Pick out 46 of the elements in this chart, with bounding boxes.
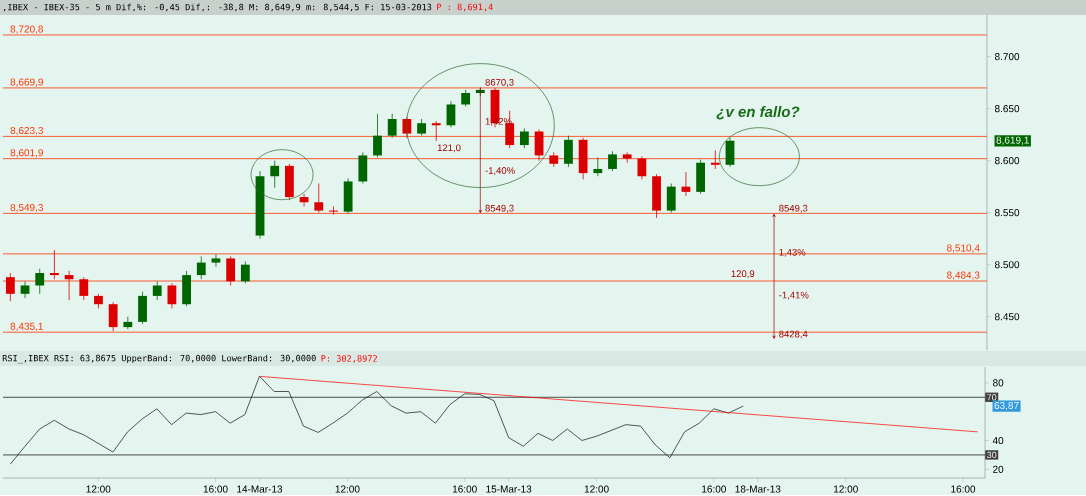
annotation: 121,0 [437,144,461,153]
ref-line-label: 8,601,9 [10,149,43,158]
annotation: 8428,4 [779,330,808,339]
ref-line-label: 30 [987,451,997,459]
chart-title: RSI_,IBEX RSI: 63,8675 UpperBand: 70,0000 LowerBand: 30,0000 [2,354,316,364]
ref-line-label: 8,623,3 [10,126,44,136]
y-tick-label: 8.600 [994,157,1020,165]
ref-line-label: 8,510,4 [947,244,980,253]
x-tick-label: 12:00 [584,485,609,493]
ref-line-label: 70 [987,394,997,401]
y-tick-label: 20 [993,465,1004,473]
y-tick-label: 8.450 [994,313,1020,321]
x-tick-label: 12:00 [335,485,360,493]
x-tick-label: 14-Mar-13 [237,485,283,493]
x-tick-label: 15-Mar-13 [486,485,532,493]
x-tick-label: 16:00 [951,485,976,493]
ref-line-label: 8,484,3 [947,271,980,280]
text: P : 8,691,4 [437,3,493,12]
text: 8,619,1 [996,136,1029,145]
x-tick-label: 16:00 [452,485,477,493]
text: 63,87 [994,402,1019,411]
y-tick-label: 8.700 [994,53,1020,61]
y-tick-label: 8.650 [994,105,1020,113]
annotation: 1,43% [779,248,806,257]
annotation: -1,41% [779,291,809,300]
y-tick-label: 40 [992,437,1004,445]
annotation: 8670,3 [485,78,514,87]
text: P: 302,8972 [321,355,377,363]
annotation: 8549,3 [779,204,808,213]
x-tick-label: 16:00 [702,485,726,493]
ref-line-label: 8,669,9 [10,78,43,87]
annotation: ¿v en fallo? [716,106,800,120]
x-tick-label: 18-Mar-13 [735,485,781,493]
ref-line-label: 8,549,3 [10,203,44,213]
ref-line-label: 8,720,8 [10,25,44,34]
y-tick-label: 8.500 [994,261,1020,269]
x-tick-label: 16:00 [203,485,228,493]
x-tick-label: 12:00 [834,485,858,493]
annotation: 8549,3 [485,204,514,213]
y-tick-label: 8.550 [994,209,1020,217]
annotation: 120,9 [731,270,755,279]
x-tick-label: 12:00 [86,485,111,493]
chart-title: ,IBEX - IBEX-35 - 5 m Dif,%: -0,45 Dif,: -38,8 M: 8,649,9 m: 8,544,5 F: 15-03-2013 [3,3,432,12]
annotation: -1,40% [485,167,515,175]
y-tick-label: 80 [992,379,1004,387]
ref-line-label: 8,435,1 [10,322,43,332]
